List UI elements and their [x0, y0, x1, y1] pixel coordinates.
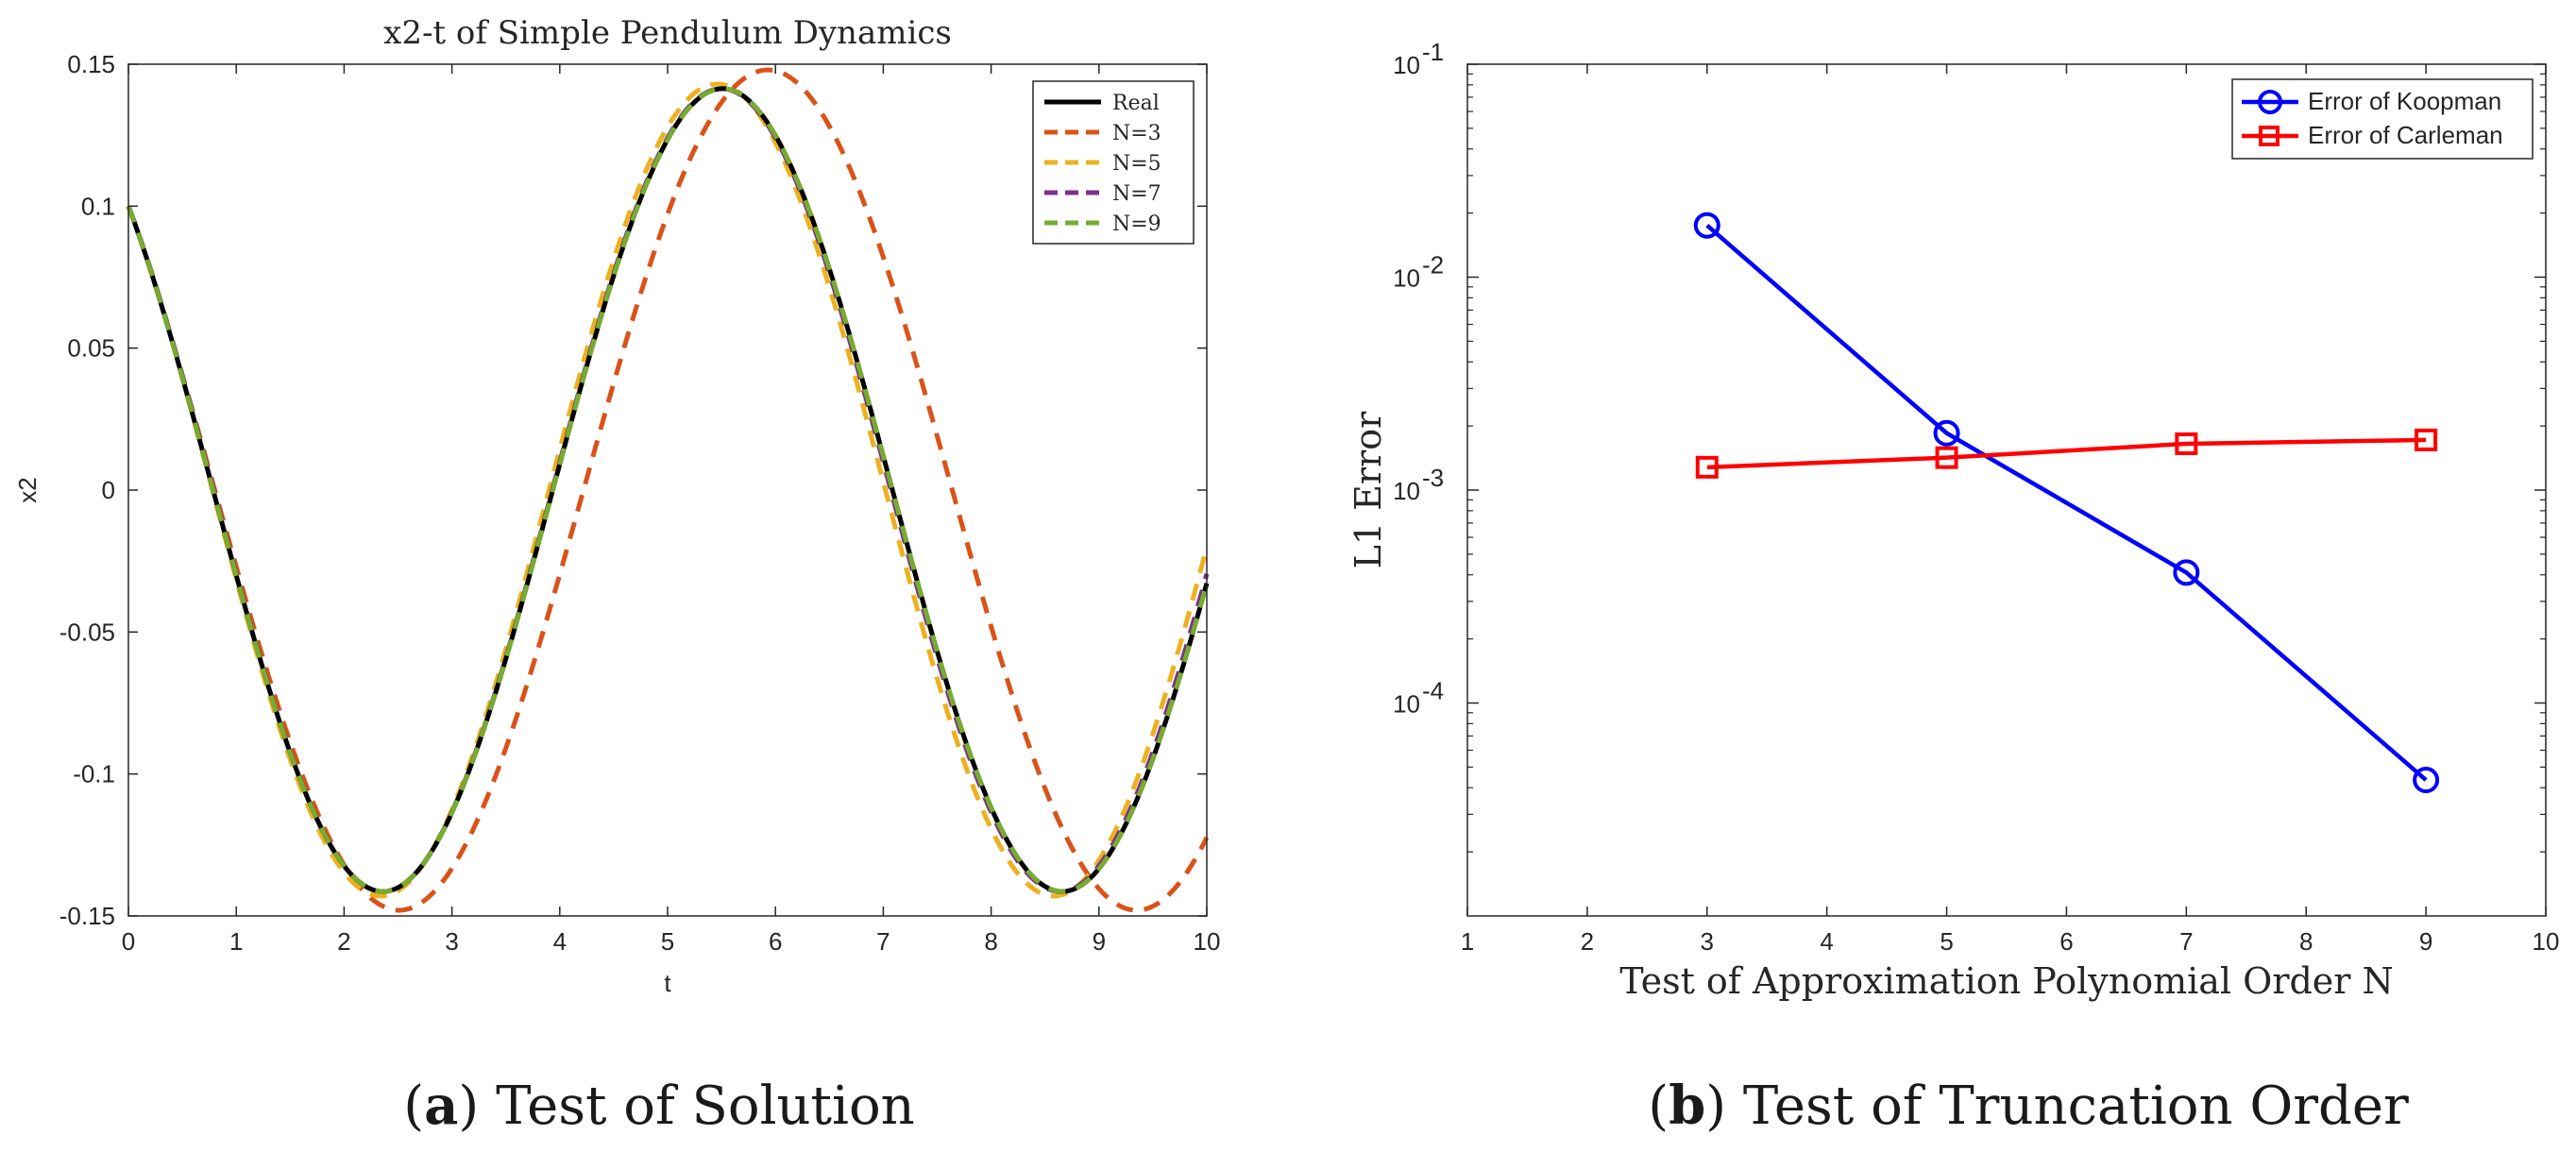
y-tick-label: 0.05	[67, 334, 115, 363]
caption-b: (b) Test of Truncation Order	[1648, 1075, 2409, 1137]
caption-a-text: Test of Solution	[496, 1076, 915, 1137]
y-tick-base: 10	[1393, 264, 1420, 293]
chart-b-legend: Error of Koopman Error of Carleman	[2231, 78, 2534, 160]
caption-a: (a) Test of Solution	[403, 1075, 915, 1137]
chart-b-plot-area	[1693, 212, 2440, 794]
y-tick-label: 10	[1393, 51, 1420, 79]
x-tick-label: 2	[1581, 927, 1594, 956]
y-tick-label: -0.05	[59, 618, 115, 646]
legend-label: Error of Koopman	[2308, 87, 2501, 115]
koopman-point	[2173, 559, 2200, 586]
x-tick-label: 1	[229, 927, 243, 956]
carleman-point	[2175, 432, 2198, 455]
legend-label: Error of Carleman	[2308, 121, 2503, 149]
legend-box	[1032, 80, 1195, 245]
y-tick-label: 0	[102, 476, 115, 504]
y-tick-exponent: -1	[1422, 38, 1444, 66]
x-tick-label: 4	[553, 927, 567, 956]
series-line-circle	[1705, 223, 2428, 782]
caption-b-text: Test of Truncation Order	[1743, 1076, 2409, 1137]
x-tick-label: 9	[1093, 927, 1106, 956]
series-line-square	[1706, 437, 2427, 470]
chart-a-title: x2-t of Simple Pendulum Dynamics	[383, 14, 952, 52]
x-tick-label: 6	[2059, 927, 2073, 956]
x-tick-label: 7	[2179, 927, 2193, 956]
y-tick-label: 0.15	[67, 50, 115, 78]
legend-marker-square	[2259, 126, 2279, 146]
x-tick-label: 1	[1461, 927, 1474, 956]
y-tick-label: -0.1	[73, 760, 115, 788]
panel-a-chart: x2-t of Simple Pendulum Dynamics 0 1 2 3 4 5 6…	[13, 14, 1220, 997]
legend-label: N=9	[1112, 212, 1161, 236]
legend-label: N=7	[1112, 182, 1161, 206]
carleman-point	[2415, 428, 2438, 451]
x-tick-label: 6	[769, 927, 782, 956]
x-tick-label: 5	[661, 927, 674, 956]
x-tick-label: 0	[122, 927, 135, 956]
x-tick-label: 9	[2419, 927, 2432, 956]
x-tick-label: 8	[2299, 927, 2313, 956]
chart-b-x-label: Test of Approximation Polynomial Order N	[1619, 960, 2394, 1002]
chart-b-axes-box	[1466, 63, 2547, 917]
series-line-n3	[126, 67, 1210, 913]
legend-label: N=3	[1112, 122, 1161, 145]
y-tick-exponent: -3	[1422, 464, 1444, 492]
y-tick-exponent: -2	[1422, 251, 1444, 280]
y-tick-base: 10	[1393, 51, 1420, 79]
y-tick-label: 10	[1393, 477, 1420, 505]
y-tick-label: 0.1	[81, 192, 115, 220]
y-tick-label: -0.15	[59, 902, 115, 930]
chart-a-ticks: 0 1 2 3 4 5 6 7 8 9 10 -0.15 -0.1 -0.05 0 0.05 0.1 0.15	[59, 50, 1221, 956]
caption-a-label: a	[424, 1075, 458, 1137]
chart-a-y-label: x2	[13, 477, 42, 502]
caption-b-label: b	[1669, 1075, 1705, 1137]
series-line-n5	[126, 81, 1210, 899]
series-line-n9	[126, 86, 1210, 894]
y-tick-label: 10	[1393, 690, 1420, 719]
chart-b-y-label: L1 Error	[1347, 411, 1389, 568]
carleman-point	[1695, 455, 1719, 479]
y-tick-exponent: -4	[1422, 677, 1444, 705]
chart-a-plot-area	[126, 67, 1210, 913]
chart-a-legend: Real N=3 N=5 N=7 N=9	[1032, 80, 1195, 245]
legend-marker-circle	[2258, 90, 2282, 114]
x-tick-label: 3	[1701, 927, 1714, 956]
x-tick-label: 2	[337, 927, 350, 956]
y-tick-base: 10	[1393, 690, 1420, 719]
x-tick-label: 5	[1940, 927, 1953, 956]
x-tick-label: 8	[984, 927, 997, 956]
x-tick-label: 3	[445, 927, 458, 956]
chart-a-x-label: t	[664, 969, 671, 997]
x-tick-label: 4	[1820, 927, 1833, 956]
carleman-point	[1935, 446, 1958, 469]
legend-box	[2231, 78, 2534, 160]
legend-label: Real	[1112, 92, 1160, 115]
koopman-point	[1933, 419, 1960, 447]
x-tick-label: 10	[2533, 927, 2560, 956]
x-tick-label: 10	[1194, 927, 1221, 956]
x-tick-label: 7	[876, 927, 890, 956]
y-tick-label: 10	[1393, 264, 1420, 293]
koopman-point	[2413, 767, 2440, 794]
koopman-point	[1693, 212, 1720, 239]
legend-label: N=5	[1112, 152, 1161, 176]
y-tick-base: 10	[1393, 477, 1420, 505]
